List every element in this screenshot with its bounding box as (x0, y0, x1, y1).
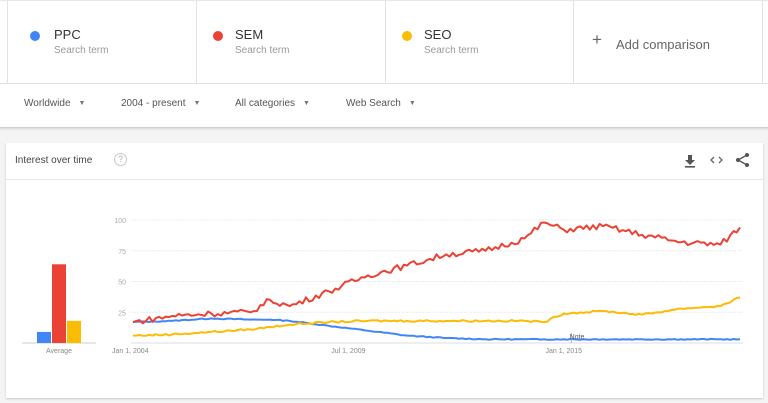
term-ppc[interactable]: PPC Search term (7, 1, 197, 84)
sem-color-dot-icon (213, 31, 223, 41)
time-range-dropdown[interactable]: 2004 - present ▼ (121, 98, 200, 109)
term-seo[interactable]: SEO Search term (386, 1, 574, 84)
series-line-ppc[interactable] (132, 317, 741, 341)
caret-down-icon: ▼ (78, 100, 86, 107)
y-tick-label: 25 (118, 310, 126, 317)
download-icon[interactable] (683, 151, 699, 169)
average-bar-ppc[interactable] (37, 331, 51, 343)
category-label: All categories (235, 98, 296, 109)
y-tick-label: 50 (118, 280, 126, 287)
category-dropdown[interactable]: All categories ▼ (235, 98, 310, 109)
x-tick-label: Jan 1, 2004 (112, 348, 149, 355)
x-tick-label: Jul 1, 2009 (331, 348, 365, 355)
series-line-seo[interactable] (133, 296, 741, 337)
share-icon[interactable] (735, 151, 751, 169)
x-tick-label: Jan 1, 2015 (545, 348, 582, 355)
y-tick-label: 100 (114, 218, 126, 225)
ppc-color-dot-icon (30, 31, 40, 41)
caret-down-icon: ▼ (408, 100, 416, 107)
term-type: Search term (235, 45, 290, 56)
card-title: Interest over time (15, 155, 93, 166)
add-comparison-label: Add comparison (616, 37, 710, 52)
search-type-dropdown[interactable]: Web Search ▼ (346, 98, 416, 109)
term-name: PPC (54, 27, 81, 42)
region-dropdown[interactable]: Worldwide ▼ (24, 98, 85, 109)
y-tick-label: 75 (118, 249, 126, 256)
term-type: Search term (54, 45, 109, 56)
seo-color-dot-icon (402, 31, 412, 41)
note-annotation[interactable]: Note (570, 334, 585, 341)
embed-icon[interactable] (709, 151, 725, 169)
caret-down-icon: ▼ (303, 100, 310, 107)
term-name: SEM (235, 27, 264, 42)
term-type: Search term (424, 45, 479, 56)
help-icon[interactable]: ? (114, 153, 127, 166)
series-line-sem[interactable] (132, 221, 741, 325)
search-type-label: Web Search (346, 98, 401, 109)
caret-down-icon: ▼ (193, 100, 201, 107)
filters-bar: Worldwide ▼ 2004 - present ▼ All categorie… (0, 84, 768, 128)
search-terms-bar: PPC Search term SEM Search term SEO Sear… (0, 0, 768, 84)
time-range-label: 2004 - present (121, 98, 186, 109)
term-name: SEO (424, 27, 452, 42)
term-sem[interactable]: SEM Search term (197, 1, 386, 84)
average-bar-seo[interactable] (67, 320, 81, 343)
average-bar-sem[interactable] (52, 264, 66, 343)
plus-icon: + (592, 30, 602, 49)
add-comparison-button[interactable]: + Add comparison (574, 1, 763, 84)
card-header: Interest over time ? (6, 143, 763, 180)
average-label: Average (46, 348, 72, 355)
region-label: Worldwide (24, 98, 71, 109)
